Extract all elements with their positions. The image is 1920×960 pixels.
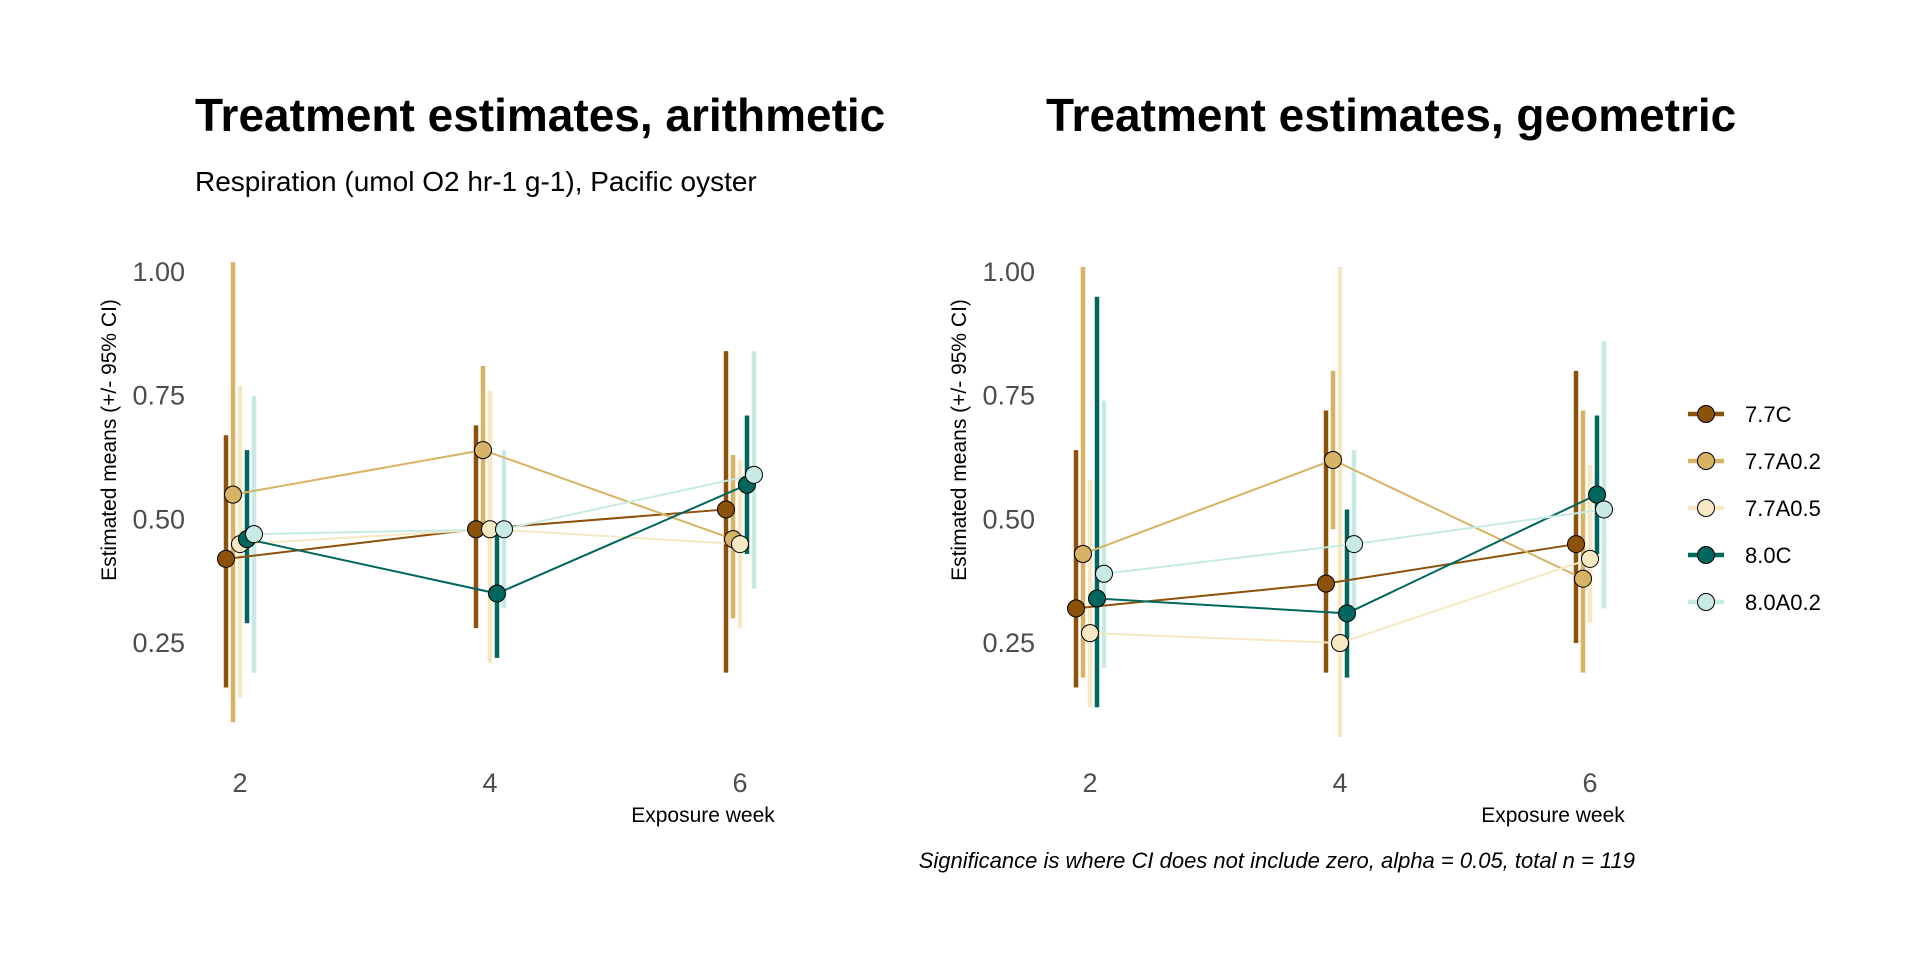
data-point [1338,604,1356,623]
data-point [1595,500,1613,519]
data-point [1581,549,1599,568]
x-tick-label: 6 [1582,768,1597,798]
x-tick-label: 2 [232,768,247,798]
x-tick-label: 6 [732,768,747,798]
data-point [1088,589,1106,608]
legend-key-point [1697,405,1715,423]
plot-panel-arithmetic: 0.25 0.50 0.75 1.00 2 4 6 [132,257,763,798]
legend-key-point [1697,546,1715,564]
plot-panel-geometric: 0.25 0.50 0.75 1.00 2 4 6 [982,257,1613,798]
legend-key-point [1697,452,1715,470]
y-axis-label-geometric: Estimated means (+/- 95% CI) [948,299,971,581]
data-point [474,441,492,460]
y-tick-label: 0.25 [982,628,1035,658]
data-point [1345,535,1363,554]
data-point [488,584,506,603]
y-tick-label: 0.50 [132,504,185,534]
data-point [1081,624,1099,643]
x-axis-label-geometric: Exposure week [1481,804,1625,827]
y-tick-label: 0.50 [982,504,1035,534]
x-tick-label: 2 [1082,768,1097,798]
data-point [1067,599,1085,618]
data-point [717,500,735,519]
legend-label: 7.7A0.5 [1745,496,1821,521]
legend-key-point [1697,593,1715,611]
data-point [1324,450,1342,469]
chart-subtitle: Respiration (umol O2 hr-1 g-1), Pacific … [195,166,757,197]
y-tick-label: 0.25 [132,628,185,658]
legend-label: 8.0A0.2 [1745,590,1821,615]
data-point [1074,544,1092,563]
data-point [217,549,235,568]
y-axis-label-arithmetic: Estimated means (+/- 95% CI) [98,299,121,581]
data-point [1574,569,1592,588]
y-tick-label: 0.75 [982,381,1035,411]
data-point [745,465,763,484]
legend: 7.7C 7.7A0.2 7.7A0.5 8.0C 8.0A0.2 [1688,402,1821,615]
legend-label: 7.7C [1745,402,1792,427]
data-point [495,520,513,539]
y-tick-label: 0.75 [132,381,185,411]
data-point [245,525,263,544]
data-point [1331,634,1349,652]
legend-label: 7.7A0.2 [1745,449,1821,474]
x-tick-label: 4 [1332,768,1347,798]
data-point [1095,564,1113,583]
data-point [1317,574,1335,593]
chart-title-arithmetic: Treatment estimates, arithmetic [195,89,885,141]
data-point [731,535,749,554]
x-axis-label-arithmetic: Exposure week [631,804,775,827]
data-point [224,485,242,504]
legend-key-point [1697,499,1715,517]
chart-title-geometric: Treatment estimates, geometric [1046,89,1736,141]
y-tick-label: 1.00 [982,257,1035,287]
y-tick-label: 1.00 [132,257,185,287]
data-point [1588,485,1606,504]
legend-label: 8.0C [1745,543,1792,568]
chart-caption: Significance is where CI does not includ… [919,848,1635,873]
data-point [1567,535,1585,554]
x-tick-label: 4 [482,768,497,798]
